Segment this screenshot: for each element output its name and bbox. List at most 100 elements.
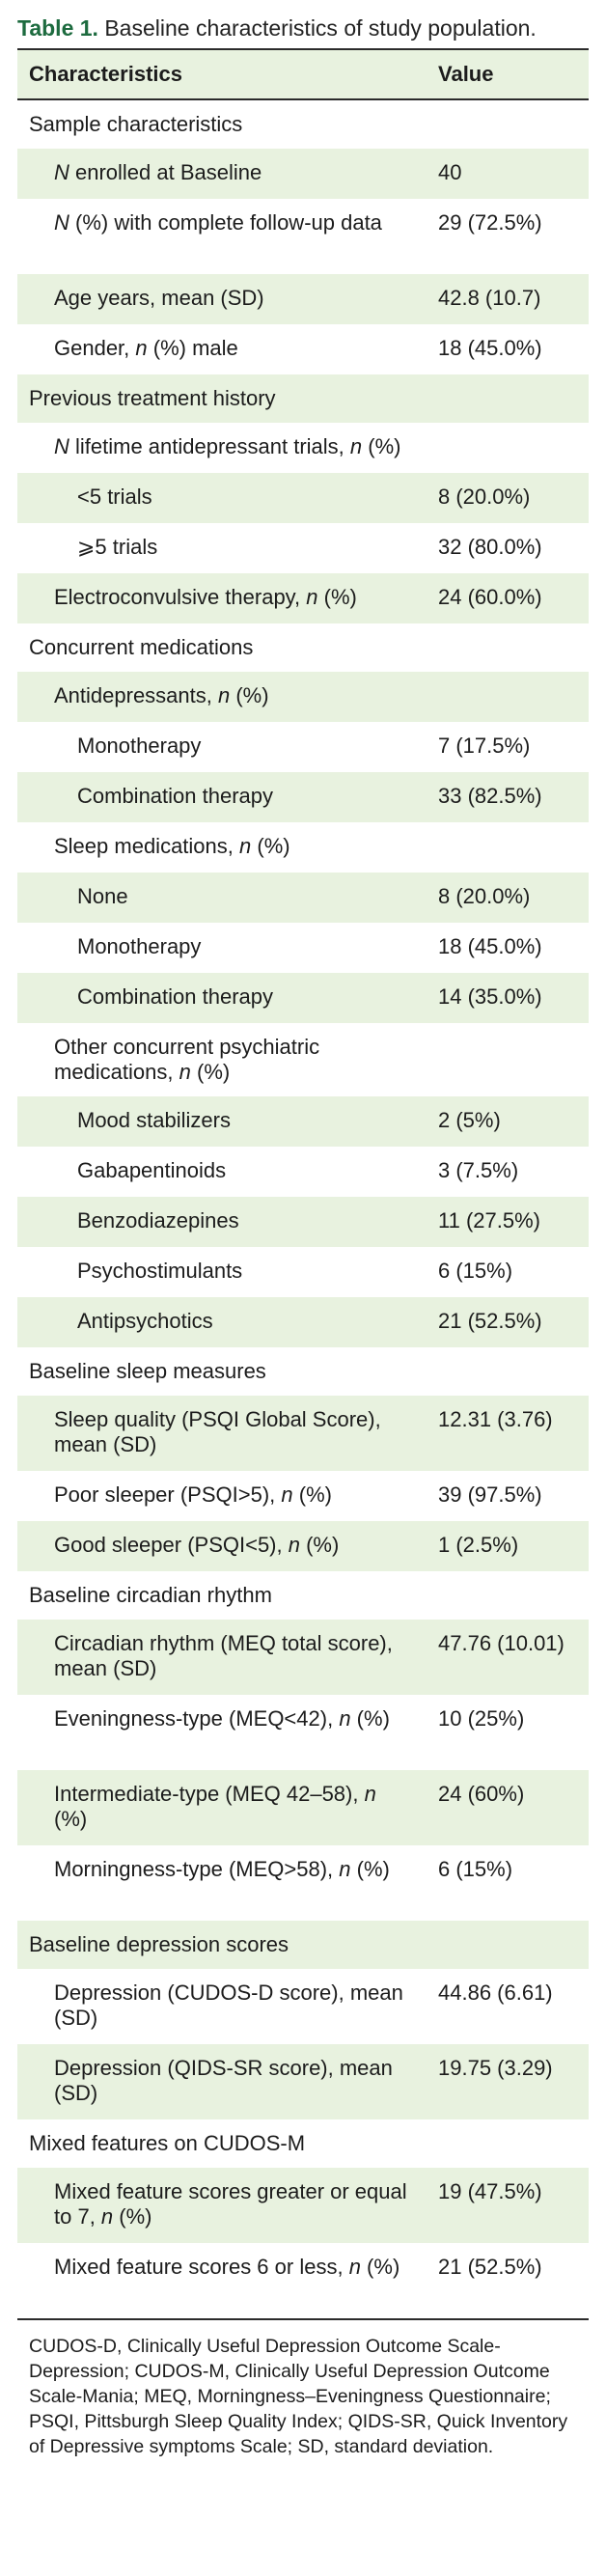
row-value: 12.31 (3.76) bbox=[427, 1396, 589, 1471]
section-row: Mixed features on CUDOS-M bbox=[17, 2119, 589, 2168]
row-value: 19 (47.5%) bbox=[427, 2168, 589, 2243]
row-value: 18 (45.0%) bbox=[438, 934, 542, 958]
table-row: Monotherapy 7 (17.5%) bbox=[17, 722, 589, 772]
row-label: Depression (QIDS-SR score), mean (SD) bbox=[17, 2044, 427, 2119]
row-label: Gender, n (%) male bbox=[54, 336, 238, 360]
row-value bbox=[427, 374, 589, 423]
row-label: Depression (CUDOS-D score), mean (SD) bbox=[54, 1980, 403, 2030]
row-label: Morningness-type (MEQ>58), n (%) bbox=[54, 1857, 390, 1881]
row-label: Other concurrent psychiatric medications… bbox=[54, 1035, 320, 1084]
row-label: Psychostimulants bbox=[77, 1259, 243, 1283]
table-row: Monotherapy 18 (45.0%) bbox=[17, 923, 589, 973]
header-value: Value bbox=[427, 48, 589, 100]
section-row: Baseline depression scores bbox=[17, 1921, 589, 1969]
table-title: Table 1. Baseline characteristics of stu… bbox=[17, 14, 589, 42]
row-value: 24 (60.0%) bbox=[427, 573, 589, 623]
row-label: <5 trials bbox=[17, 473, 427, 523]
row-value: 18 (45.0%) bbox=[438, 336, 542, 360]
row-value: 32 (80.0%) bbox=[438, 535, 542, 559]
table-row: Poor sleeper (PSQI>5), n (%) 39 (97.5%) bbox=[17, 1471, 589, 1521]
table-row: Morningness-type (MEQ>58), n (%) 6 (15%) bbox=[17, 1845, 589, 1921]
table-row: Mixed feature scores greater or equal to… bbox=[17, 2168, 589, 2243]
row-label: Baseline sleep measures bbox=[29, 1359, 266, 1383]
table-row: Other concurrent psychiatric medications… bbox=[17, 1023, 589, 1096]
table-row: Electroconvulsive therapy, n (%) 24 (60.0… bbox=[17, 573, 589, 623]
table-row: Age years, mean (SD) 42.8 (10.7) bbox=[17, 274, 589, 324]
table-caption: Baseline characteristics of study popula… bbox=[104, 15, 537, 41]
row-value: 6 (15%) bbox=[438, 1857, 513, 1881]
row-label: Circadian rhythm (MEQ total score), mean… bbox=[17, 1620, 427, 1695]
row-label: Good sleeper (PSQI<5), n (%) bbox=[17, 1521, 427, 1571]
row-value bbox=[427, 1023, 589, 1096]
table-row: Eveningness-type (MEQ<42), n (%) 10 (25%) bbox=[17, 1695, 589, 1770]
table-row: Sleep quality (PSQI Global Score), mean … bbox=[17, 1396, 589, 1471]
row-value: 40 bbox=[427, 149, 589, 199]
row-value: 8 (20.0%) bbox=[427, 473, 589, 523]
row-label: Gabapentinoids bbox=[77, 1158, 227, 1182]
row-label: Sample characteristics bbox=[29, 112, 243, 136]
row-value: 10 (25%) bbox=[438, 1706, 525, 1731]
baseline-characteristics-table: Characteristics Value Sample characteris… bbox=[17, 48, 589, 2320]
row-value: 1 (2.5%) bbox=[427, 1521, 589, 1571]
table-row: N enrolled at Baseline 40 bbox=[17, 149, 589, 199]
row-label: Sleep quality (PSQI Global Score), mean … bbox=[17, 1396, 427, 1471]
row-value: 39 (97.5%) bbox=[438, 1482, 542, 1507]
row-label: Concurrent medications bbox=[29, 635, 254, 659]
table-row: Intermediate-type (MEQ 42–58), n (%) 24 (… bbox=[17, 1770, 589, 1845]
row-label: N enrolled at Baseline bbox=[17, 149, 427, 199]
row-label: None bbox=[17, 873, 427, 923]
table-row: Mood stabilizers 2 (5%) bbox=[17, 1096, 589, 1147]
table-container: Table 1. Baseline characteristics of stu… bbox=[17, 14, 589, 2457]
table-row: Depression (CUDOS-D score), mean (SD) 44.… bbox=[17, 1969, 589, 2044]
section-row: Baseline circadian rhythm bbox=[17, 1571, 589, 1620]
row-value: 19.75 (3.29) bbox=[427, 2044, 589, 2119]
row-label: Electroconvulsive therapy, n (%) bbox=[17, 573, 427, 623]
table-row: Gabapentinoids 3 (7.5%) bbox=[17, 1147, 589, 1197]
row-label: Mood stabilizers bbox=[17, 1096, 427, 1147]
row-value: 21 (52.5%) bbox=[427, 2243, 589, 2320]
table-label: Table 1. bbox=[17, 15, 98, 41]
section-row: Baseline sleep measures bbox=[17, 1347, 589, 1396]
table-row: Sleep medications, n (%) bbox=[17, 822, 589, 873]
row-value: 29 (72.5%) bbox=[438, 210, 542, 235]
table-row: Mixed feature scores 6 or less, n (%) 21 … bbox=[17, 2243, 589, 2320]
row-value: 2 (5%) bbox=[427, 1096, 589, 1147]
row-value: 33 (82.5%) bbox=[427, 772, 589, 822]
row-value: 42.8 (10.7) bbox=[427, 274, 589, 324]
row-value: 24 (60%) bbox=[427, 1770, 589, 1845]
table-row: Circadian rhythm (MEQ total score), mean… bbox=[17, 1620, 589, 1695]
section-row: Previous treatment history bbox=[17, 374, 589, 423]
row-label: Intermediate-type (MEQ 42–58), n (%) bbox=[17, 1770, 427, 1845]
row-value: 44.86 (6.61) bbox=[438, 1980, 553, 2005]
row-label: Monotherapy bbox=[77, 734, 202, 758]
table-row: Depression (QIDS-SR score), mean (SD) 19.… bbox=[17, 2044, 589, 2119]
section-row: Sample characteristics bbox=[17, 99, 589, 149]
table-row: Antipsychotics 21 (52.5%) bbox=[17, 1297, 589, 1347]
table-row: Gender, n (%) male 18 (45.0%) bbox=[17, 324, 589, 374]
row-value: 7 (17.5%) bbox=[438, 734, 531, 758]
table-row: <5 trials 8 (20.0%) bbox=[17, 473, 589, 523]
row-label: Eveningness-type (MEQ<42), n (%) bbox=[54, 1706, 390, 1731]
table-row: None 8 (20.0%) bbox=[17, 873, 589, 923]
table-row: N (%) with complete follow-up data 29 (72… bbox=[17, 199, 589, 274]
row-value: 47.76 (10.01) bbox=[427, 1620, 589, 1695]
table-row: Benzodiazepines 11 (27.5%) bbox=[17, 1197, 589, 1247]
table-row: Good sleeper (PSQI<5), n (%) 1 (2.5%) bbox=[17, 1521, 589, 1571]
row-value: 21 (52.5%) bbox=[427, 1297, 589, 1347]
row-label: Monotherapy bbox=[77, 934, 202, 958]
row-value bbox=[427, 623, 589, 672]
row-label: Poor sleeper (PSQI>5), n (%) bbox=[54, 1482, 332, 1507]
section-row: Concurrent medications bbox=[17, 623, 589, 672]
row-value bbox=[427, 1347, 589, 1396]
row-label: Mixed feature scores 6 or less, n (%) bbox=[17, 2243, 427, 2320]
row-value: 8 (20.0%) bbox=[427, 873, 589, 923]
row-value: 3 (7.5%) bbox=[438, 1158, 519, 1182]
row-value: 11 (27.5%) bbox=[427, 1197, 589, 1247]
row-label: Combination therapy bbox=[17, 772, 427, 822]
row-value bbox=[427, 1921, 589, 1969]
header-characteristics: Characteristics bbox=[17, 48, 427, 100]
table-row: Combination therapy 33 (82.5%) bbox=[17, 772, 589, 822]
table-row: Antidepressants, n (%) bbox=[17, 672, 589, 722]
row-label: N lifetime antidepressant trials, n (%) bbox=[54, 434, 401, 458]
row-value bbox=[427, 2119, 589, 2168]
